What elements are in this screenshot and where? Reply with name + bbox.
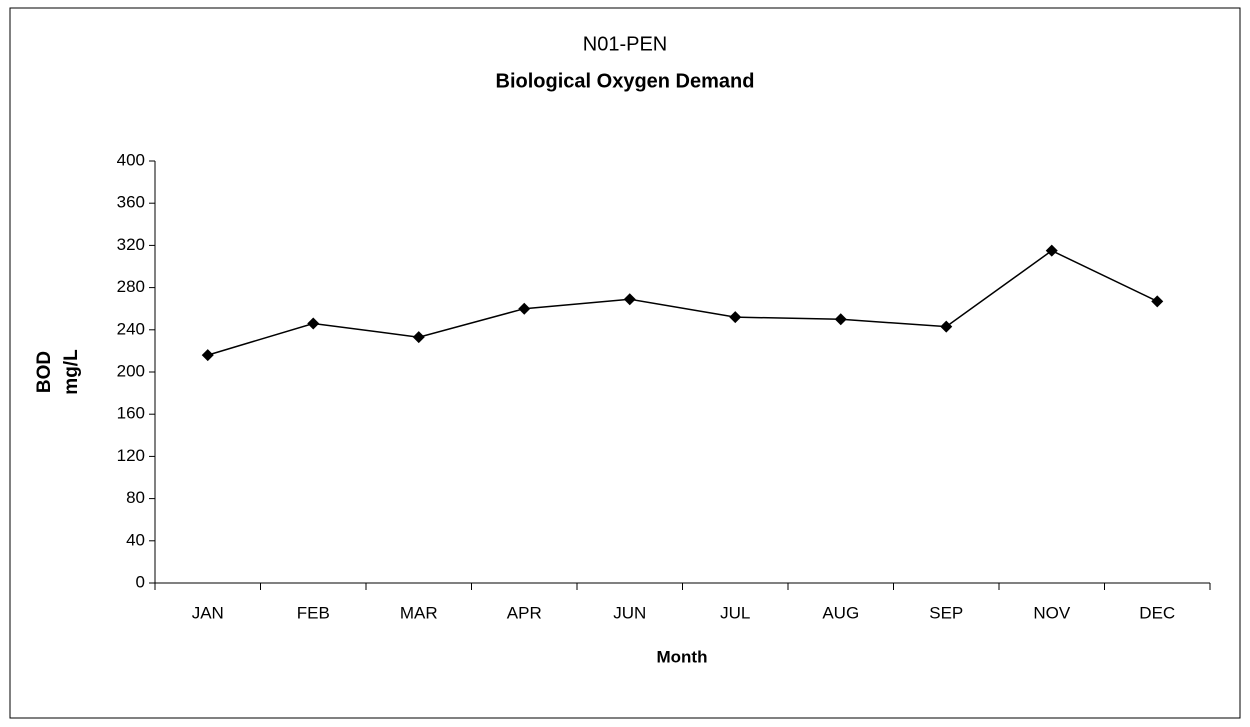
y-tick-label: 120 [117,446,145,465]
y-tick-label: 280 [117,277,145,296]
data-line [207,249,1158,356]
y-tick-label: 320 [117,235,145,254]
y-tick-label: 240 [117,319,145,338]
x-tick-label: APR [507,603,542,622]
y-tick-label: 0 [136,572,145,591]
x-tick-label: AUG [822,603,859,622]
data-point [201,349,214,362]
data-point [1045,244,1058,257]
data-point [412,331,425,344]
y-axis-label: BOD [34,351,55,393]
y-tick-label: 200 [117,361,145,380]
data-point [1151,295,1164,308]
data-point [940,320,953,333]
x-axis-label: Month [657,647,708,666]
x-tick-label: SEP [929,603,963,622]
y-axis-label: mg/L [61,349,82,395]
x-tick-label: DEC [1139,603,1175,622]
data-point [729,311,742,324]
chart-title: N01-PEN [583,33,667,55]
y-tick-label: 360 [117,193,145,212]
data-point [518,302,531,315]
x-tick-label: NOV [1033,603,1071,622]
x-tick-label: FEB [297,603,330,622]
y-tick-label: 160 [117,404,145,423]
x-tick-label: JUL [720,603,750,622]
data-point [834,313,847,326]
chart-subtitle: Biological Oxygen Demand [496,70,755,92]
x-tick-label: JAN [192,603,224,622]
data-point [307,317,320,330]
x-tick-label: JUN [613,603,646,622]
data-point [623,293,636,306]
y-tick-label: 40 [126,530,145,549]
y-tick-label: 400 [117,150,145,169]
x-tick-label: MAR [400,603,438,622]
y-tick-label: 80 [126,488,145,507]
chart-border [9,7,1241,719]
